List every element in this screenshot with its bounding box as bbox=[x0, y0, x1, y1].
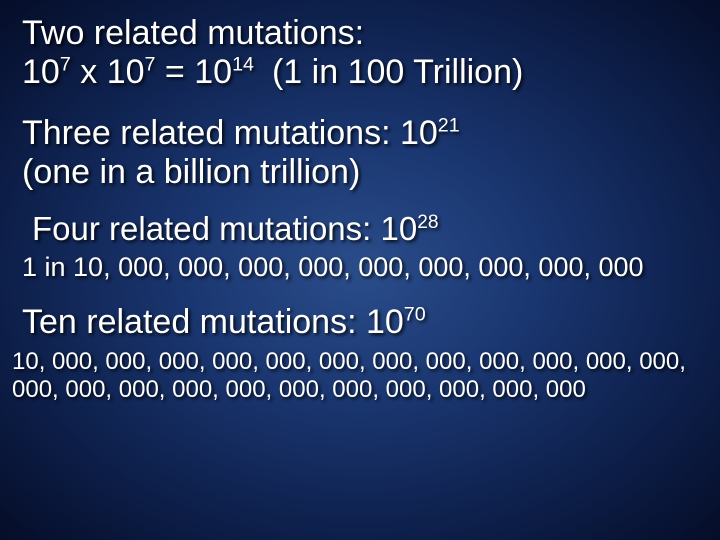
two-exp2: 7 bbox=[145, 54, 156, 76]
four-text: Four related mutations: 10 bbox=[32, 210, 417, 247]
ten-text: Ten related mutations: 10 bbox=[22, 303, 404, 341]
four-exp: 28 bbox=[417, 212, 438, 233]
two-times: x 10 bbox=[71, 53, 145, 91]
three-line2: (one in a billion trillion) bbox=[22, 153, 720, 192]
two-expr: 107 x 107 = 1014(1 in 100 Trillion) bbox=[22, 53, 720, 92]
four-line1: Four related mutations: 1028 bbox=[32, 210, 720, 248]
ten-long1: 10, 000, 000, 000, 000, 000, 000, 000, 0… bbox=[12, 348, 720, 376]
two-paren: (1 in 100 Trillion) bbox=[272, 53, 523, 91]
ten-line1: Ten related mutations: 1070 bbox=[22, 303, 720, 342]
two-heading: Two related mutations: bbox=[22, 14, 720, 53]
three-text: Three related mutations: 10 bbox=[22, 114, 438, 152]
slide: Two related mutations: 107 x 107 = 1014(… bbox=[0, 0, 720, 540]
two-exp3: 14 bbox=[232, 54, 254, 76]
ten-exp: 70 bbox=[404, 304, 426, 326]
three-exp: 21 bbox=[438, 115, 460, 137]
ten-long2: 000, 000, 000, 000, 000, 000, 000, 000, … bbox=[12, 376, 720, 404]
two-equals: = 10 bbox=[155, 53, 232, 91]
two-base1: 10 bbox=[22, 53, 60, 91]
four-long: 1 in 10, 000, 000, 000, 000, 000, 000, 0… bbox=[22, 252, 720, 283]
three-line1: Three related mutations: 1021 bbox=[22, 114, 720, 153]
two-exp1: 7 bbox=[60, 54, 71, 76]
